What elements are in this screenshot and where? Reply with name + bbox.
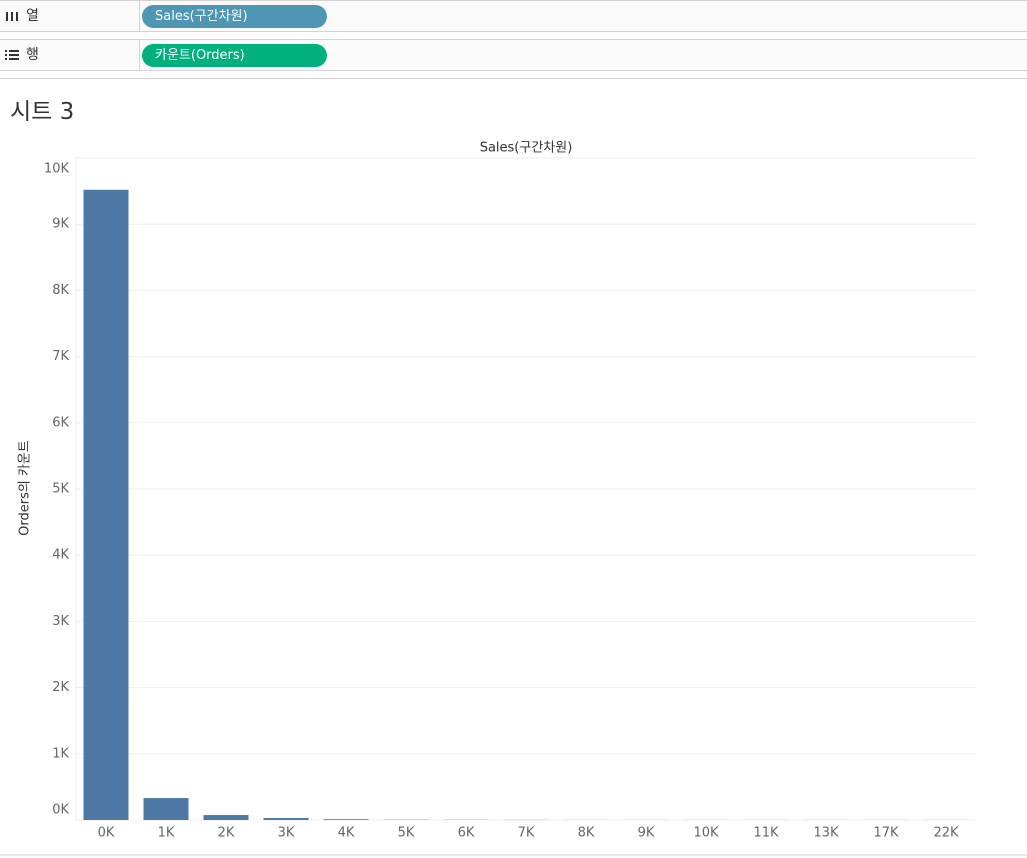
- y-tick-label: 5K: [52, 482, 69, 497]
- y-tick-label: 9K: [52, 217, 69, 232]
- x-tick-label: 8K: [578, 826, 595, 841]
- y-tick-label: 6K: [52, 415, 69, 430]
- y-tick-label: 0K: [52, 803, 69, 818]
- pill[interactable]: Sales(구간차원): [142, 5, 327, 28]
- columns-shelf: 열 Sales(구간차원): [0, 0, 1027, 32]
- columns-icon: [6, 12, 18, 21]
- x-tick-label: 11K: [753, 826, 779, 841]
- divider: [0, 78, 1027, 79]
- x-tick-label: 1K: [158, 826, 175, 841]
- y-tick-label: 8K: [52, 283, 69, 298]
- x-tick-label: 10K: [693, 826, 719, 841]
- shelf-label: 행: [0, 40, 140, 70]
- x-tick-label: 7K: [518, 826, 535, 841]
- y-tick-label: 2K: [52, 680, 69, 695]
- y-tick-label: 7K: [52, 349, 69, 364]
- x-tick-label: 13K: [813, 826, 839, 841]
- bar: [323, 819, 369, 820]
- x-tick-label: 22K: [933, 826, 959, 841]
- y-tick-label: 3K: [52, 614, 69, 629]
- x-tick-label: 9K: [638, 826, 655, 841]
- rows-shelf: 행 카운트(Orders): [0, 39, 1027, 71]
- sheet-title: 시트 3: [10, 99, 75, 125]
- shelf-name: 행: [26, 47, 39, 63]
- y-tick-label: 10K: [44, 162, 70, 177]
- shelf-name: 열: [26, 8, 39, 24]
- bar: [263, 818, 309, 820]
- x-tick-label: 6K: [458, 826, 475, 841]
- x-tick-label: 17K: [873, 826, 899, 841]
- shelf-label: 열: [0, 1, 140, 31]
- bar: [203, 815, 249, 820]
- x-tick-label: 0K: [98, 826, 115, 841]
- chart-title: Sales(구간차원): [480, 141, 573, 156]
- x-tick-label: 5K: [398, 826, 415, 841]
- bar: [83, 189, 129, 820]
- x-tick-label: 3K: [278, 826, 295, 841]
- x-tick-label: 4K: [338, 826, 355, 841]
- pill[interactable]: 카운트(Orders): [142, 44, 327, 67]
- y-tick-label: 1K: [52, 746, 69, 761]
- bar: [143, 798, 189, 820]
- y-axis-label: Orders의 카운트: [18, 440, 33, 536]
- rows-icon: [5, 50, 19, 60]
- y-tick-label: 4K: [52, 548, 69, 563]
- x-tick-label: 2K: [218, 826, 235, 841]
